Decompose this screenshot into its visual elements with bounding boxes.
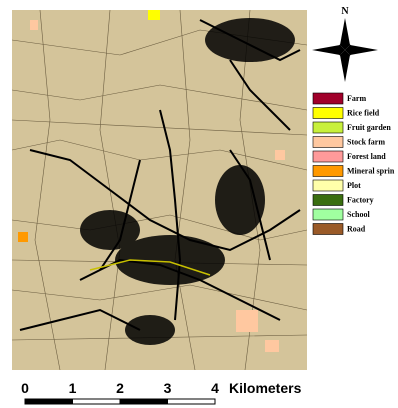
legend-swatch bbox=[313, 151, 343, 162]
legend-swatch bbox=[313, 195, 343, 206]
legend-swatch bbox=[313, 122, 343, 133]
map-figure: N Farm Rice field Fruit garden Stock farm Fo… bbox=[0, 0, 398, 408]
legend-swatch bbox=[313, 108, 343, 119]
scale-label: 4 bbox=[211, 380, 219, 396]
legend-label: Farm bbox=[347, 94, 366, 103]
scale-segment bbox=[168, 399, 216, 404]
scale-segment bbox=[120, 399, 168, 404]
legend-label: Mineral sprin bbox=[347, 166, 395, 175]
legend: Farm Rice field Fruit garden Stock farm Fore… bbox=[313, 93, 395, 235]
north-arrow: N bbox=[312, 6, 378, 82]
legend-label: School bbox=[347, 210, 370, 219]
legend-label: Fruit garden bbox=[347, 123, 391, 132]
scale-label: 3 bbox=[164, 380, 172, 396]
scale-label: 1 bbox=[69, 380, 77, 396]
scale-segment bbox=[25, 399, 73, 404]
legend-swatch bbox=[313, 209, 343, 220]
scale-label: 2 bbox=[116, 380, 124, 396]
legend-swatch bbox=[313, 224, 343, 235]
legend-label: Rice field bbox=[347, 108, 380, 117]
legend-swatch bbox=[313, 180, 343, 191]
legend-label: Factory bbox=[347, 195, 374, 204]
scale-unit: Kilometers bbox=[229, 380, 302, 396]
scale-bar: 0 1 2 3 4 Kilometers bbox=[21, 380, 301, 404]
legend-swatch bbox=[313, 137, 343, 148]
map bbox=[12, 10, 307, 370]
legend-label: Road bbox=[347, 224, 366, 233]
north-label: N bbox=[341, 6, 349, 17]
legend-swatch bbox=[313, 166, 343, 177]
legend-label: Plot bbox=[347, 181, 361, 190]
legend-label: Stock farm bbox=[347, 137, 385, 146]
legend-swatch bbox=[313, 93, 343, 104]
scale-label: 0 bbox=[21, 380, 29, 396]
scale-segment bbox=[73, 399, 121, 404]
legend-label: Forest land bbox=[347, 152, 386, 161]
